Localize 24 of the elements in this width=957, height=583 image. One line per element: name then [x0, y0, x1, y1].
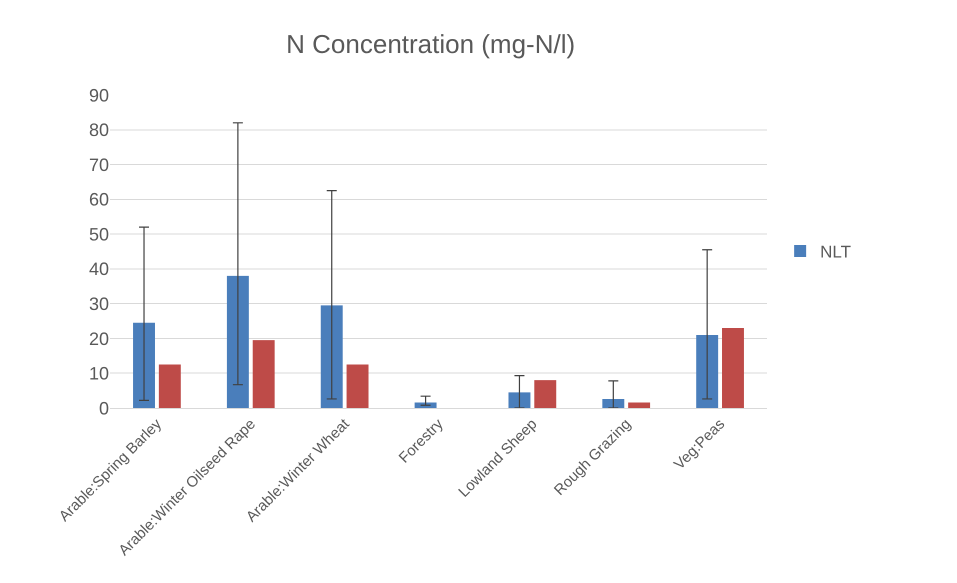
y-tick-label: 70 — [88, 154, 109, 175]
bar — [602, 398, 624, 408]
y-tick-label: 90 — [88, 85, 109, 106]
y-tick-label: 60 — [88, 190, 109, 210]
y-tick-label: 10 — [88, 364, 109, 384]
y-tick-label: 80 — [88, 120, 109, 140]
bar — [158, 364, 181, 408]
bar — [133, 322, 155, 408]
legend-label: NLT — [820, 242, 851, 262]
y-tick-label: 50 — [88, 224, 109, 244]
bar — [346, 364, 369, 408]
y-tick-label: 30 — [88, 294, 109, 314]
bar — [696, 334, 718, 408]
y-tick-label: 40 — [88, 259, 109, 280]
bar — [534, 380, 556, 408]
bar — [226, 276, 249, 408]
bar — [722, 328, 744, 408]
chart-title: N Concentration (mg-N/l) — [286, 29, 576, 60]
bar — [320, 305, 343, 408]
bar — [252, 340, 275, 408]
bar — [508, 392, 530, 408]
y-tick-label: 20 — [88, 328, 109, 349]
bar — [628, 402, 650, 408]
y-tick-label: 0 — [98, 398, 109, 418]
